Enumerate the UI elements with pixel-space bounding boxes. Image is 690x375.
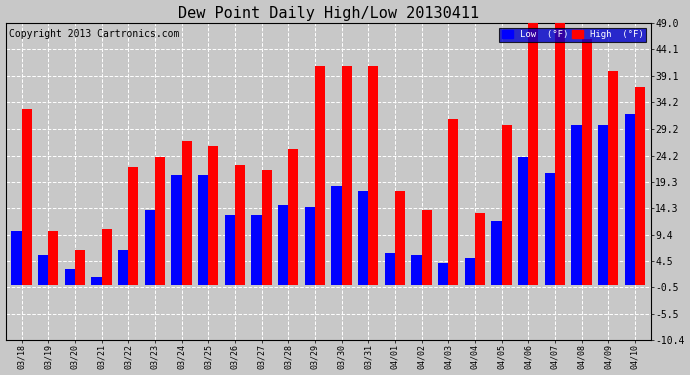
Bar [465, 258, 475, 285]
Bar [395, 191, 405, 285]
Bar [171, 175, 181, 285]
Bar [438, 263, 449, 285]
Bar [251, 215, 262, 285]
Bar [448, 119, 458, 285]
Bar [21, 108, 32, 285]
Bar [518, 157, 529, 285]
Bar [225, 215, 235, 285]
Bar [422, 210, 432, 285]
Bar [598, 124, 609, 285]
Bar [368, 66, 378, 285]
Bar [624, 114, 635, 285]
Bar [38, 255, 48, 285]
Bar [65, 269, 75, 285]
Bar [181, 141, 192, 285]
Bar [502, 124, 512, 285]
Bar [635, 87, 645, 285]
Bar [145, 210, 155, 285]
Bar [609, 71, 618, 285]
Bar [48, 231, 59, 285]
Bar [128, 167, 139, 285]
Bar [358, 191, 368, 285]
Bar [91, 277, 101, 285]
Bar [491, 220, 502, 285]
Bar [101, 229, 112, 285]
Bar [555, 23, 565, 285]
Bar [342, 66, 352, 285]
Bar [411, 255, 422, 285]
Bar [118, 250, 128, 285]
Bar [235, 165, 245, 285]
Bar [475, 213, 485, 285]
Bar [545, 172, 555, 285]
Bar [75, 250, 85, 285]
Text: Copyright 2013 Cartronics.com: Copyright 2013 Cartronics.com [9, 30, 179, 39]
Bar [315, 66, 325, 285]
Bar [155, 157, 165, 285]
Bar [262, 170, 272, 285]
Bar [582, 39, 592, 285]
Bar [571, 124, 582, 285]
Bar [12, 231, 21, 285]
Bar [278, 205, 288, 285]
Bar [331, 186, 342, 285]
Title: Dew Point Daily High/Low 20130411: Dew Point Daily High/Low 20130411 [177, 6, 479, 21]
Legend: Low  (°F), High  (°F): Low (°F), High (°F) [499, 28, 647, 42]
Bar [288, 148, 298, 285]
Bar [529, 23, 538, 285]
Bar [305, 207, 315, 285]
Bar [385, 253, 395, 285]
Bar [198, 175, 208, 285]
Bar [208, 146, 218, 285]
